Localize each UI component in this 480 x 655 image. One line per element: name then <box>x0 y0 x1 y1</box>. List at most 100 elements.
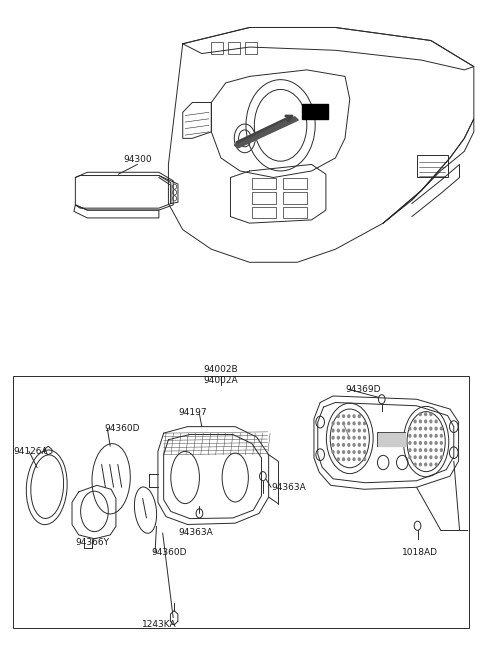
Bar <box>228 42 240 54</box>
Circle shape <box>414 427 416 430</box>
Circle shape <box>359 436 360 439</box>
Circle shape <box>435 463 437 466</box>
Bar <box>252 193 276 204</box>
Bar <box>252 207 276 218</box>
Circle shape <box>332 429 334 432</box>
Circle shape <box>364 443 365 446</box>
Circle shape <box>414 420 416 422</box>
Circle shape <box>353 443 355 446</box>
Circle shape <box>359 415 360 417</box>
Text: 1243KA: 1243KA <box>142 620 177 629</box>
Circle shape <box>430 449 432 451</box>
Text: 94366Y: 94366Y <box>75 538 109 547</box>
Circle shape <box>353 436 355 439</box>
Circle shape <box>420 434 421 437</box>
Circle shape <box>414 441 416 444</box>
Circle shape <box>409 427 411 430</box>
Circle shape <box>348 429 350 432</box>
Circle shape <box>441 427 443 430</box>
Circle shape <box>337 429 339 432</box>
Circle shape <box>353 429 355 432</box>
Circle shape <box>337 436 339 439</box>
Circle shape <box>425 463 427 466</box>
Bar <box>417 155 447 178</box>
Circle shape <box>337 443 339 446</box>
Circle shape <box>348 458 350 460</box>
Circle shape <box>435 434 437 437</box>
Circle shape <box>364 429 365 432</box>
Circle shape <box>409 449 411 451</box>
Text: 94300: 94300 <box>123 155 152 164</box>
Circle shape <box>359 429 360 432</box>
Bar <box>283 193 307 204</box>
Circle shape <box>425 420 427 422</box>
Circle shape <box>414 463 416 466</box>
Circle shape <box>353 451 355 453</box>
Circle shape <box>343 451 345 453</box>
Circle shape <box>430 413 432 415</box>
Bar <box>377 432 405 446</box>
Circle shape <box>364 422 365 424</box>
Circle shape <box>359 451 360 453</box>
Circle shape <box>359 422 360 424</box>
Circle shape <box>343 443 345 446</box>
Circle shape <box>430 434 432 437</box>
Circle shape <box>409 434 411 437</box>
Circle shape <box>435 441 437 444</box>
Circle shape <box>332 422 334 424</box>
Circle shape <box>337 422 339 424</box>
Bar <box>283 207 307 218</box>
Circle shape <box>343 429 345 432</box>
Circle shape <box>430 463 432 466</box>
Circle shape <box>420 427 421 430</box>
Circle shape <box>348 451 350 453</box>
Bar <box>283 178 307 189</box>
Circle shape <box>337 458 339 460</box>
Circle shape <box>414 449 416 451</box>
Circle shape <box>409 441 411 444</box>
Circle shape <box>348 422 350 424</box>
Bar <box>302 104 328 119</box>
Circle shape <box>420 449 421 451</box>
Circle shape <box>348 443 350 446</box>
Circle shape <box>435 427 437 430</box>
Circle shape <box>353 415 355 417</box>
Circle shape <box>343 458 345 460</box>
Circle shape <box>430 456 432 458</box>
Text: 94363A: 94363A <box>178 529 213 538</box>
Bar <box>245 42 257 54</box>
Circle shape <box>414 456 416 458</box>
Circle shape <box>425 413 427 415</box>
Circle shape <box>420 456 421 458</box>
Circle shape <box>337 415 339 417</box>
Circle shape <box>435 456 437 458</box>
Circle shape <box>441 441 443 444</box>
Circle shape <box>441 456 443 458</box>
Bar <box>13 377 469 627</box>
Bar <box>378 432 405 445</box>
Text: 1018AD: 1018AD <box>402 548 438 557</box>
Circle shape <box>332 443 334 446</box>
Circle shape <box>435 420 437 422</box>
Circle shape <box>343 415 345 417</box>
Circle shape <box>425 456 427 458</box>
Circle shape <box>420 463 421 466</box>
Text: 94363A: 94363A <box>271 483 306 492</box>
Circle shape <box>430 441 432 444</box>
Circle shape <box>441 434 443 437</box>
Circle shape <box>343 422 345 424</box>
Circle shape <box>332 451 334 453</box>
Circle shape <box>337 451 339 453</box>
Bar <box>252 178 276 189</box>
Text: 94197: 94197 <box>178 408 206 417</box>
Circle shape <box>353 422 355 424</box>
Text: 94369D: 94369D <box>345 385 381 394</box>
Circle shape <box>359 443 360 446</box>
Circle shape <box>414 434 416 437</box>
Circle shape <box>420 413 421 415</box>
Circle shape <box>425 449 427 451</box>
Circle shape <box>409 456 411 458</box>
Circle shape <box>441 449 443 451</box>
Circle shape <box>425 441 427 444</box>
Circle shape <box>425 427 427 430</box>
